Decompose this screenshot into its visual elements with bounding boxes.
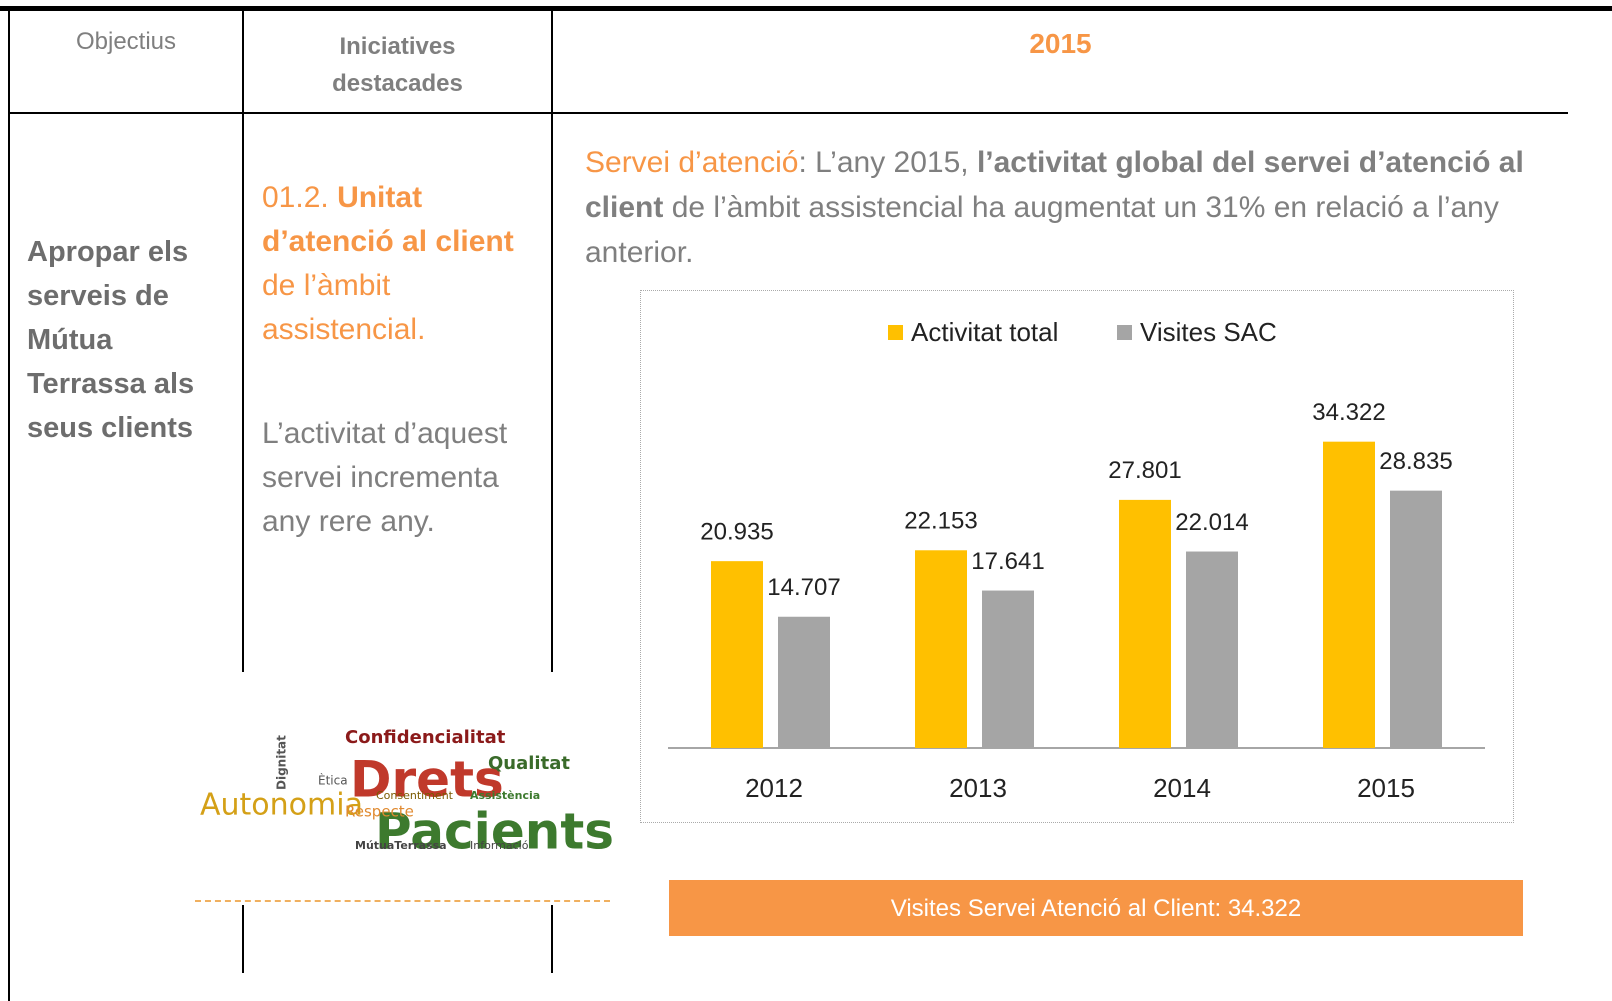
- cloud-word: Confidencialitat: [345, 727, 506, 748]
- top-border: [0, 6, 1612, 11]
- cloud-word: Assistència: [470, 789, 540, 802]
- service-label: Servei d’atenció: [585, 146, 799, 179]
- initiative-note: L’activitat d’aquest servei incrementa a…: [262, 417, 508, 538]
- cloud-word: MútuaTerrassa: [355, 839, 447, 852]
- bar: [711, 561, 763, 748]
- x-tick-label: 2015: [1357, 773, 1415, 803]
- x-tick-label: 2012: [745, 773, 803, 803]
- bar: [915, 550, 967, 748]
- code: 01.2.: [262, 181, 338, 214]
- bar: [1390, 490, 1442, 748]
- initiative: 01.2. Unitat d’atenció al client de l’àm…: [262, 176, 547, 352]
- header-border: [8, 112, 1568, 114]
- text: : L’any 2015,: [798, 146, 977, 179]
- header-line: destacades: [332, 70, 463, 97]
- chart-frame: [640, 290, 1514, 823]
- cloud-word: Drets: [350, 751, 504, 809]
- initiative-rest: de l’àmbit assistencial.: [262, 269, 426, 346]
- text: de l’àmbit assistencial ha augmentat un …: [585, 191, 1499, 269]
- legend-swatch: [888, 325, 903, 340]
- data-label: 22.014: [1175, 509, 1248, 536]
- cloud-word: Qualitat: [488, 753, 570, 774]
- cloud-word: Autonomia: [200, 788, 363, 823]
- data-label: 28.835: [1379, 448, 1452, 475]
- data-label: 27.801: [1108, 457, 1181, 484]
- cloud-word: Dignitat: [275, 735, 289, 790]
- column-line: [551, 8, 553, 672]
- text-bold: l’activitat global del servei d’atenció …: [585, 146, 1524, 224]
- x-tick-label: 2014: [1153, 773, 1211, 803]
- cloud-word: Pacients: [375, 803, 614, 861]
- cloud-word: Respecte: [345, 803, 414, 821]
- data-label: 34.322: [1312, 399, 1385, 426]
- header-year: 2015: [1029, 28, 1092, 59]
- bar: [1119, 499, 1171, 748]
- bar: [1186, 551, 1238, 748]
- header-cell: Iniciatives destacades: [244, 28, 551, 102]
- legend-label: Activitat total: [911, 317, 1058, 347]
- cloud-word: Ètica: [318, 773, 348, 788]
- cloud-word: Consentiment: [376, 789, 454, 802]
- banner: Visites Servei Atenció al Client: 34.322: [669, 880, 1523, 936]
- data-label: 14.707: [767, 574, 840, 601]
- legend-label: Visites SAC: [1140, 317, 1277, 347]
- image-divider: [195, 900, 610, 902]
- cloud-word: Informació: [470, 839, 529, 852]
- x-tick-label: 2013: [949, 773, 1007, 803]
- bar: [1323, 441, 1375, 748]
- bar: [778, 616, 830, 748]
- data-label: 20.935: [700, 518, 773, 545]
- header-cell: Objectius: [75, 28, 177, 55]
- header-line: Iniciatives: [339, 33, 456, 60]
- left-border: [8, 8, 10, 1001]
- data-label: 17.641: [971, 548, 1044, 575]
- bar: [982, 590, 1034, 748]
- objective: Apropar els serveis de Mútua Terrassa al…: [27, 236, 195, 444]
- service-text: Servei d’atenció: L’any 2015, l’activita…: [585, 140, 1560, 275]
- column-line: [551, 905, 553, 973]
- column-line: [242, 8, 244, 672]
- initiative-name: Unitat d’atenció al client: [262, 181, 514, 258]
- column-line: [242, 905, 244, 973]
- legend-swatch: [1117, 325, 1132, 340]
- data-label: 22.153: [904, 508, 977, 535]
